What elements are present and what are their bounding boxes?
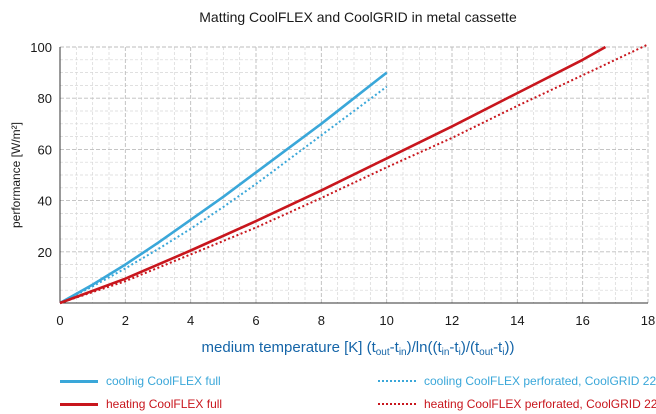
legend-label: heating CoolFLEX perforated, CoolGRID 22 [424,397,656,411]
x-tick-label: 16 [575,313,589,328]
x-label-sub: in [442,347,450,358]
y-tick-label: 20 [38,245,52,260]
series-line [59,85,388,304]
legend-item-cooling-full: coolnig CoolFLEX full [60,374,221,388]
x-tick-label: 14 [510,313,524,328]
x-tick-label: 10 [379,313,393,328]
series-line [59,71,388,305]
x-tick-label: 2 [122,313,129,328]
grid [60,46,649,303]
x-label-part: medium temperature [K] (t [202,339,377,356]
axes [59,47,648,304]
x-tick-label: 4 [187,313,194,328]
legend-item-cooling-perforated: cooling CoolFLEX perforated, CoolGRID 22 [378,374,656,388]
legend-label: coolnig CoolFLEX full [106,374,221,388]
x-tick-label: 0 [56,313,63,328]
x-label-sub: out [376,347,390,358]
legend-swatch [378,403,416,405]
y-tick-label: 80 [38,91,52,106]
y-tick-label: 100 [30,40,52,55]
x-label-part: -t [449,339,459,356]
y-tick-labels: 20 40 60 80 100 [30,40,52,260]
x-tick-labels: 0 2 4 6 8 10 12 14 16 18 [56,313,655,328]
x-tick-label: 12 [445,313,459,328]
x-label-sub: out [479,347,493,358]
y-axis-label: performance [W/m²] [9,122,23,228]
y-tick-label: 60 [38,142,52,157]
y-tick-label: 40 [38,194,52,209]
x-label-part: -t [390,339,400,356]
legend-swatch [378,380,416,382]
series-lines [59,43,649,305]
series-line [59,43,649,304]
x-label-sub: in [399,347,407,358]
x-tick-label: 6 [252,313,259,328]
legend-swatch [60,402,98,406]
x-axis-label: medium temperature [K] (tout-tin)/ln((ti… [202,339,515,358]
legend-label: heating CoolFLEX full [106,397,223,411]
x-label-part: )/ln((t [407,339,443,356]
x-tick-label: 8 [318,313,325,328]
x-label-sub: i [459,347,461,358]
legend-item-heating-full: heating CoolFLEX full [60,397,222,411]
legend-label: cooling CoolFLEX perforated, CoolGRID 22 [424,374,656,388]
legend-swatch [60,379,98,383]
x-label-sub: i [502,347,504,358]
chart-title: Matting CoolFLEX and CoolGRID in metal c… [199,9,517,25]
x-label-part: )) [504,339,514,356]
legend-item-heating-perforated: heating CoolFLEX perforated, CoolGRID 22 [378,397,656,411]
series-line [59,45,607,305]
x-label-part: -t [493,339,503,356]
x-label-part: )/(t [461,339,480,356]
x-tick-label: 18 [641,313,655,328]
